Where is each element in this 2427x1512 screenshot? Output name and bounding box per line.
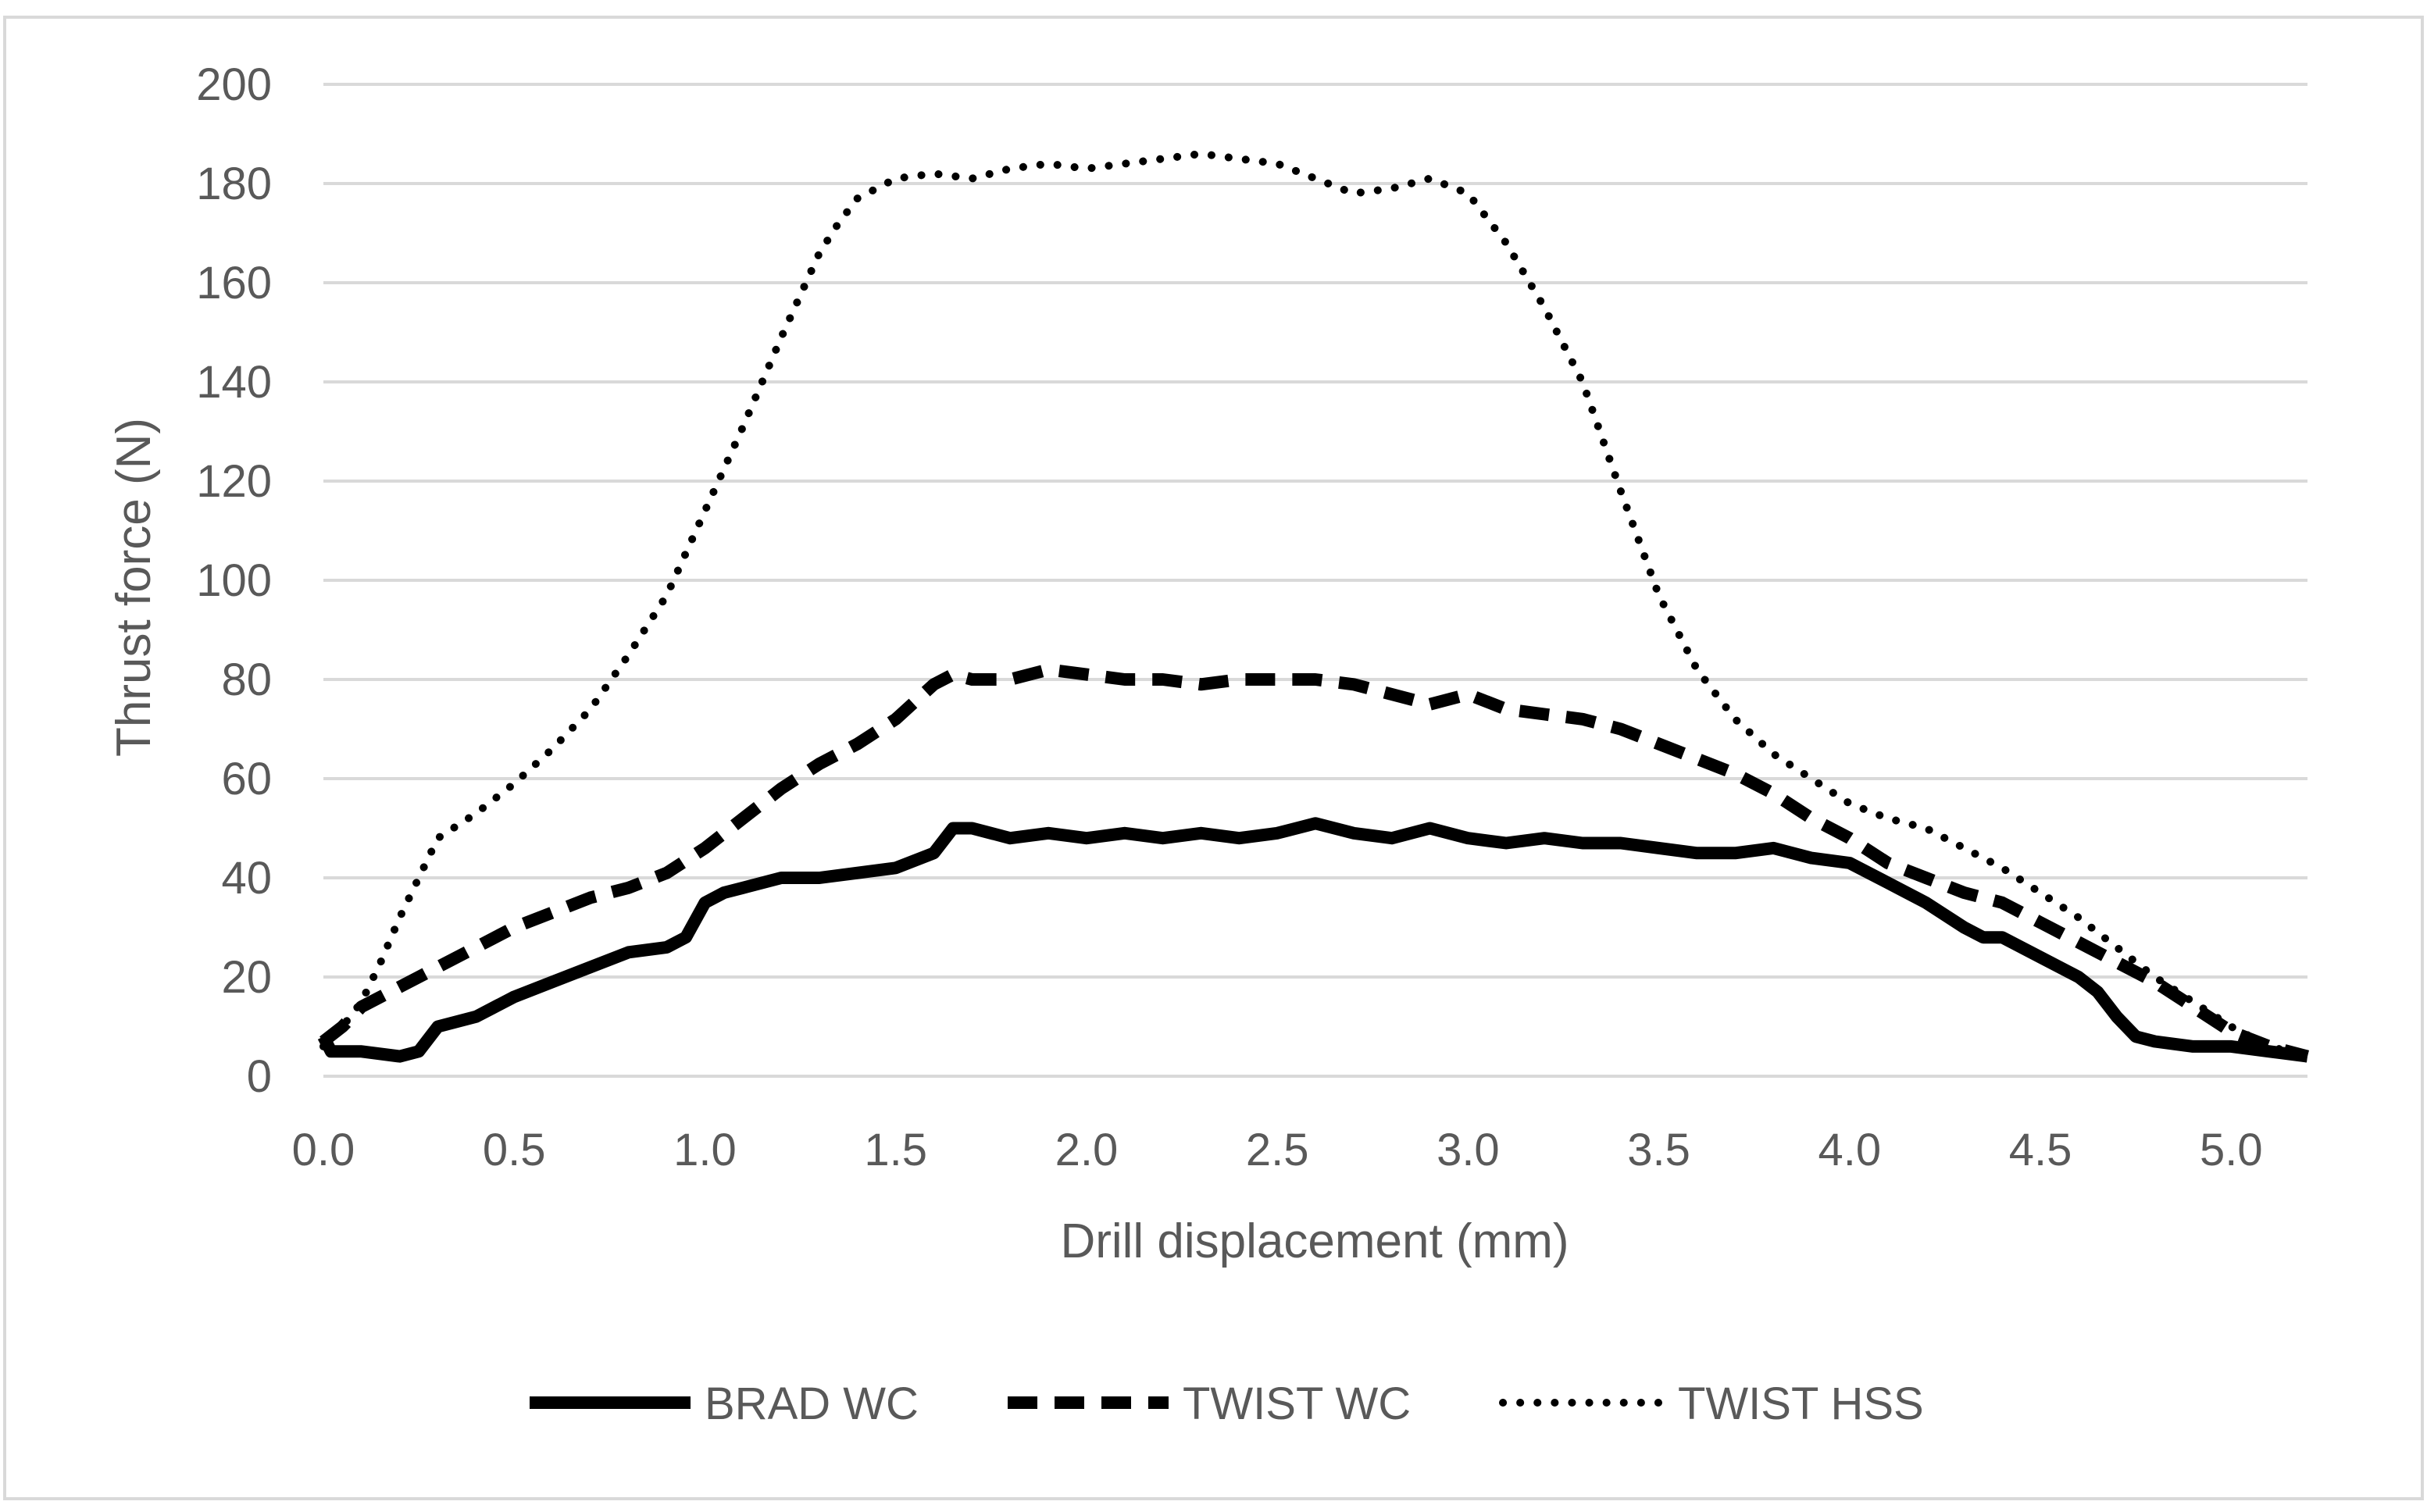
x-axis-title: Drill displacement (mm) [1060,1214,1569,1268]
y-tick-label: 160 [196,258,272,308]
legend-item-brad-wc: BRAD WC [530,1378,919,1429]
x-tick-label: 3.5 [1627,1125,1690,1175]
series-line-brad-wc [317,817,2309,1063]
series-lines [317,149,2311,1063]
x-tick-label: 0.5 [483,1125,546,1175]
y-tick-label: 20 [221,952,272,1003]
x-tick-label: 4.0 [1818,1125,1882,1175]
y-tick-label: 60 [221,754,272,804]
x-tick-label: 1.5 [864,1125,927,1175]
legend-label: BRAD WC [705,1378,919,1429]
y-tick-label: 100 [196,555,272,606]
legend: BRAD WC TWIST WC TWIST HSS [530,1378,1924,1429]
x-tick-label: 0.0 [292,1125,355,1175]
x-tick-label: 2.5 [1246,1125,1309,1175]
x-tick-label: 4.5 [2009,1125,2072,1175]
legend-item-twist-wc: TWIST WC [1008,1378,1411,1429]
chart-border [3,16,2424,1500]
x-tick-label: 5.0 [2200,1125,2263,1175]
legend-label: TWIST WC [1183,1378,1411,1429]
legend-item-twist-hss: TWIST HSS [1499,1378,1924,1429]
y-tick-label: 180 [196,159,272,209]
y-axis-title: Thrust force (N) [107,418,161,757]
y-tick-label: 0 [247,1051,272,1102]
series-line-twist-wc [319,663,2310,1063]
legend-label: TWIST HSS [1678,1378,1924,1429]
x-tick-label: 2.0 [1055,1125,1119,1175]
y-tick-label: 80 [221,654,272,705]
y-axis-ticks: 0 20 40 60 80 100 120 140 160 180 200 [196,59,272,1102]
y-tick-label: 200 [196,59,272,110]
x-axis-ticks: 0.0 0.5 1.0 1.5 2.0 2.5 3.0 3.5 4.0 4.5 5.0 [292,1125,2263,1175]
x-tick-label: 3.0 [1437,1125,1500,1175]
x-tick-label: 1.0 [673,1125,737,1175]
y-tick-label: 120 [196,456,272,507]
y-tick-label: 140 [196,357,272,408]
y-tick-label: 40 [221,853,272,904]
